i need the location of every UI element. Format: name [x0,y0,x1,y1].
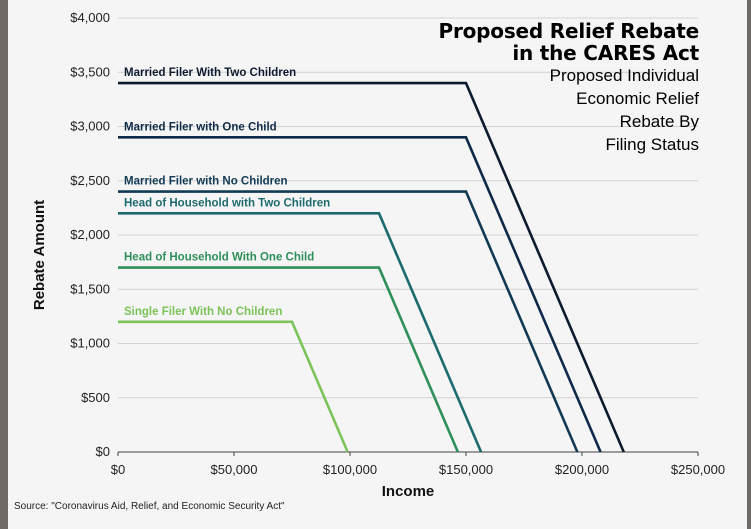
series-label: Married Filer with One Child [124,121,277,133]
chart-title-line-2: in the CARES Act [512,41,699,65]
y-tick-label: $3,000 [70,119,110,134]
x-tick-label: $0 [111,462,125,477]
series-label: Single Filer With No Children [124,306,282,318]
chart-subtitle-line-4: Filing Status [605,135,699,154]
series-label: Head of Household With One Child [124,252,314,264]
y-tick-label: $1,000 [70,336,110,351]
chart-frame: $0 $500 $1,000 $1,500 $2,000 $2,500 $3,000 $3,5… [8,0,747,529]
y-tick-label: $500 [81,390,110,405]
source-note: Source: "Coronavirus Aid, Relief, and Ec… [14,501,285,512]
x-tick-label: $200,000 [555,462,609,477]
chart-title-line-1: Proposed Relief Rebate [438,19,700,43]
series-line [118,81,625,453]
chart-subtitle-line-3: Rebate By [619,112,699,131]
series-label: Married Filer with No Children [124,176,288,188]
series-line [118,320,349,453]
chart-title-block: Proposed Relief Rebate in the CARES Act … [379,19,700,156]
series-label: Married Filer With Two Children [124,67,296,79]
x-axis-title: Income [382,483,435,500]
x-tick-label: $250,000 [671,462,725,477]
series-line [118,266,460,453]
y-tick-label: $4,000 [70,10,110,25]
y-axis-title: Rebate Amount [31,200,48,310]
x-tick-label: $50,000 [211,462,258,477]
chart-subtitle-line-2: Economic Relief [576,89,699,108]
y-tick-label: $0 [96,444,110,459]
series-line [118,190,579,453]
series-label: Head of Household with Two Children [124,197,330,209]
chart-subtitle-line-1: Proposed Individual [549,66,699,85]
x-tick-label: $100,000 [323,462,377,477]
y-tick-label: $2,500 [70,173,110,188]
x-tick-label: $150,000 [439,462,493,477]
y-tick-label: $1,500 [70,281,110,296]
y-tick-label: $2,000 [70,227,110,242]
series-line [118,136,602,453]
rebate-chart: $0 $500 $1,000 $1,500 $2,000 $2,500 $3,000 $3,5… [31,10,725,500]
y-tick-label: $3,500 [70,64,110,79]
series-line [118,212,483,453]
